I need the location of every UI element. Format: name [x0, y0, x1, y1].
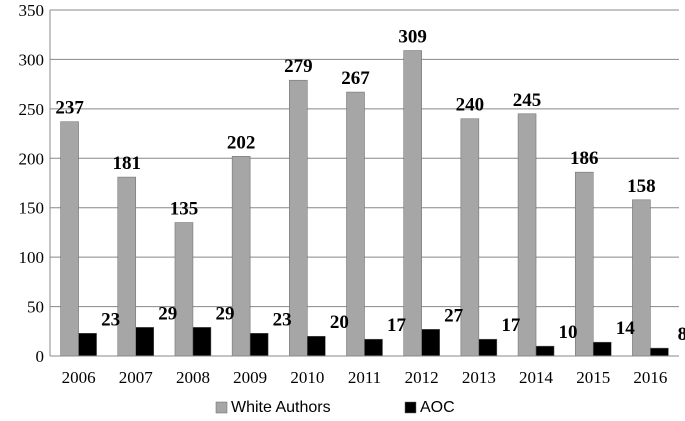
data-label-aoc-2015: 14	[616, 318, 636, 339]
data-label-white-authors-2006: 237	[55, 98, 84, 119]
data-label-white-authors-2008: 135	[170, 199, 199, 220]
bar-white-authors-2011	[346, 91, 365, 357]
bar-aoc-2016	[650, 347, 669, 357]
bar-aoc-2006	[78, 333, 97, 357]
x-tick-label-2015: 2015	[576, 368, 610, 387]
legend-label-white-authors: White Authors	[231, 399, 331, 416]
data-label-aoc-2013: 17	[501, 315, 521, 336]
x-tick-label-2007: 2007	[119, 368, 154, 387]
bar-white-authors-2008	[174, 222, 194, 357]
y-tick-label: 50	[27, 298, 44, 317]
data-label-aoc-2010: 20	[330, 312, 349, 333]
x-tick-label-2016: 2016	[633, 368, 667, 387]
y-tick-label: 300	[19, 50, 45, 69]
data-label-white-authors-2016: 158	[627, 176, 656, 197]
data-label-white-authors-2015: 186	[570, 148, 599, 169]
data-label-aoc-2016: 8	[678, 324, 685, 345]
bar-aoc-2014	[535, 345, 555, 357]
data-label-aoc-2011: 17	[387, 315, 407, 336]
bar-white-authors-2015	[574, 171, 594, 357]
bar-white-authors-2012	[403, 50, 422, 357]
y-tick-label: 250	[19, 100, 45, 119]
data-label-white-authors-2013: 240	[456, 95, 485, 116]
bar-white-authors-2010	[289, 79, 308, 357]
bar-aoc-2010	[307, 335, 326, 357]
legend-swatch-aoc	[404, 401, 417, 414]
legend: White Authors AOC	[215, 399, 455, 416]
data-label-aoc-2007: 29	[158, 303, 177, 324]
data-label-white-authors-2009: 202	[227, 132, 256, 153]
y-tick-label: 350	[19, 1, 45, 20]
x-tick-label-2008: 2008	[176, 368, 210, 387]
bar-white-authors-2007	[117, 176, 137, 357]
data-label-aoc-2006: 23	[101, 309, 120, 330]
x-tick-label-2011: 2011	[348, 368, 381, 387]
y-tick-label: 150	[19, 199, 45, 218]
data-label-white-authors-2011: 267	[341, 68, 370, 89]
data-label-white-authors-2014: 245	[513, 90, 542, 111]
data-label-white-authors-2010: 279	[284, 56, 313, 77]
data-label-aoc-2014: 10	[559, 322, 578, 343]
x-tick-label-2010: 2010	[290, 368, 324, 387]
bar-aoc-2007	[135, 327, 155, 357]
bars	[60, 50, 669, 357]
data-label-aoc-2012: 27	[444, 305, 464, 326]
bar-white-authors-2016	[632, 199, 651, 357]
x-tick-label-2014: 2014	[519, 368, 554, 387]
y-tick-label: 200	[19, 149, 45, 168]
bar-aoc-2011	[364, 338, 383, 357]
y-tick-label: 0	[36, 347, 45, 366]
bar-aoc-2009	[249, 333, 269, 357]
bar-aoc-2015	[592, 341, 612, 357]
bar-white-authors-2014	[517, 113, 537, 357]
legend-label-aoc: AOC	[420, 399, 455, 416]
x-tick-label-2013: 2013	[462, 368, 496, 387]
x-tick-label-2006: 2006	[62, 368, 96, 387]
bar-white-authors-2009	[231, 156, 251, 357]
y-axis-tick-labels: 0 50 100 150 200 250 300 350	[19, 1, 45, 366]
x-tick-label-2012: 2012	[405, 368, 439, 387]
data-label-white-authors-2012: 309	[398, 27, 427, 48]
bar-aoc-2008	[192, 327, 212, 357]
x-tick-label-2009: 2009	[233, 368, 267, 387]
data-label-aoc-2009: 23	[273, 309, 292, 330]
bar-aoc-2013	[478, 338, 498, 357]
bar-white-authors-2006	[60, 121, 79, 357]
x-axis-tick-labels: 2006 2007 2008 2009 2010 2011 2012 2013 2014 2015…	[62, 368, 668, 387]
legend-swatch-white-authors	[215, 401, 228, 414]
data-labels: 237 23 181 29 135 29 202 23 279 20 267 17 309 27 240 17…	[55, 27, 685, 346]
y-tick-label: 100	[19, 248, 45, 267]
data-label-aoc-2008: 29	[215, 303, 234, 324]
bar-white-authors-2013	[460, 118, 480, 357]
bar-aoc-2012	[421, 329, 440, 357]
data-label-white-authors-2007: 181	[113, 153, 142, 174]
